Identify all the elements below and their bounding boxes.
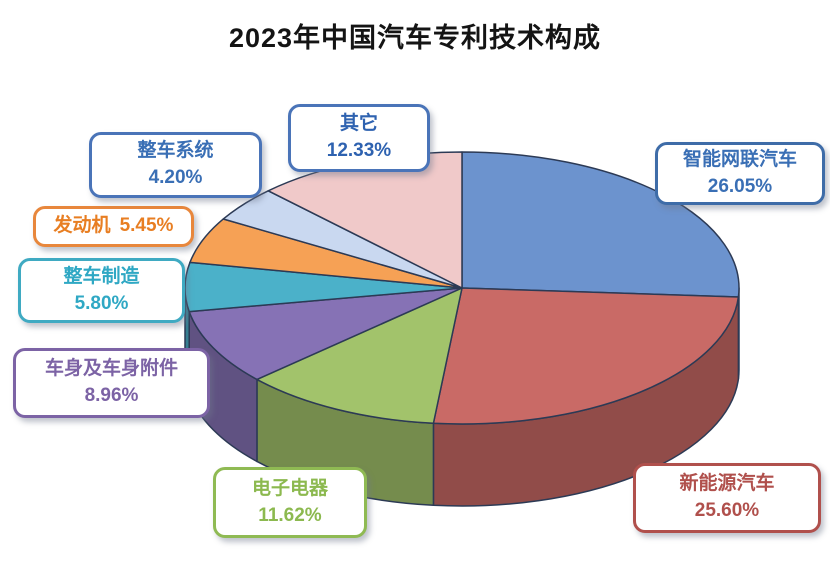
slice-percent: 8.96% <box>84 385 139 406</box>
pie-slice-3 <box>188 287 463 381</box>
callout-chenshen-fujian: 车身及车身附件 8.96% <box>13 348 210 418</box>
callout-zhineng-wanglian: 智能网联汽车 26.05% <box>655 142 825 205</box>
slice-label: 整车制造 <box>63 265 140 287</box>
callout-fadongji: 发动机 5.45% <box>33 206 194 247</box>
callout-zhengche-xitong: 整车系统 4.20% <box>89 132 262 198</box>
slice-label: 新能源汽车 <box>679 473 775 495</box>
callout-xinnengyuan: 新能源汽车 25.60% <box>633 463 821 533</box>
slice-label: 车身及车身附件 <box>44 358 178 380</box>
callout-dianzi-dianqi: 电子电器 11.62% <box>213 467 367 538</box>
slice-label: 整车系统 <box>137 140 214 162</box>
slice-percent: 26.05% <box>707 175 773 197</box>
slice-percent: 4.20% <box>148 167 203 188</box>
slice-percent: 25.60% <box>694 500 760 521</box>
slice-percent: 5.80% <box>74 292 129 314</box>
slice-percent: 12.33% <box>326 140 392 161</box>
callout-zhengche-zhizao: 整车制造 5.80% <box>18 258 185 323</box>
slice-label: 其它 <box>339 113 378 135</box>
slice-label: 电子电器 <box>251 477 328 499</box>
slice-percent: 11.62% <box>258 504 322 526</box>
slice-label: 智能网联汽车 <box>682 148 797 170</box>
chart-title: 2023年中国汽车专利技术构成 <box>228 23 602 53</box>
pie-slice-2 <box>256 287 463 425</box>
slice-percent: 5.45% <box>119 215 174 237</box>
slice-label: 发动机 <box>53 215 111 237</box>
callout-qita: 其它 12.33% <box>288 104 430 172</box>
pie-slice-1 <box>432 287 740 425</box>
